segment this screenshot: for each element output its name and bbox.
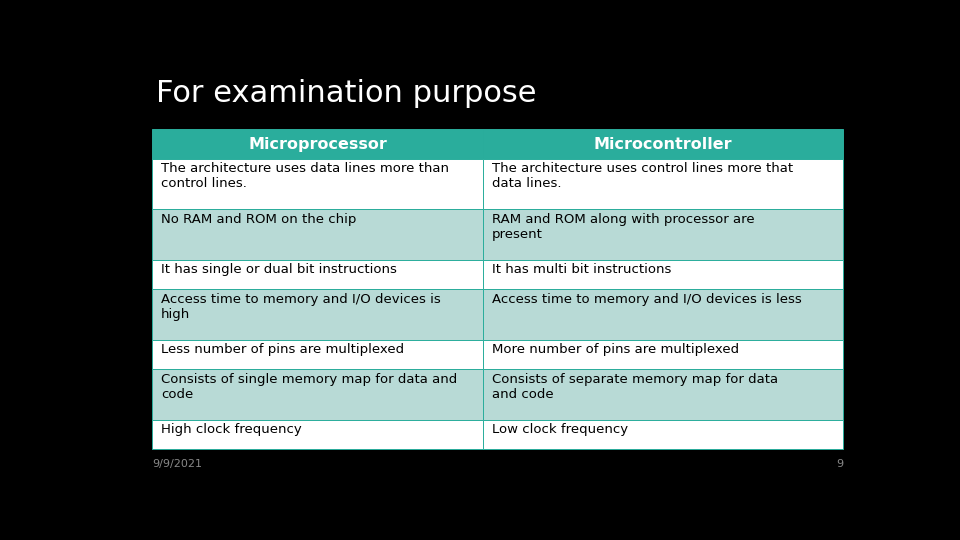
Text: It has single or dual bit instructions: It has single or dual bit instructions [161, 263, 396, 276]
Bar [152, 420, 483, 449]
Bar [152, 129, 483, 159]
Text: Consists of single memory map for data and
code: Consists of single memory map for data a… [161, 373, 457, 401]
Bar [483, 129, 843, 159]
Bar [152, 159, 483, 210]
Bar [483, 420, 843, 449]
Bar [483, 340, 843, 369]
Bar [152, 340, 483, 369]
Text: No RAM and ROM on the chip: No RAM and ROM on the chip [161, 213, 356, 226]
Text: For examination purpose: For examination purpose [156, 79, 537, 109]
Text: Access time to memory and I/O devices is less: Access time to memory and I/O devices is… [492, 293, 802, 306]
Bar [483, 210, 843, 260]
Text: It has multi bit instructions: It has multi bit instructions [492, 263, 671, 276]
Bar [483, 260, 843, 289]
Text: High clock frequency: High clock frequency [161, 423, 301, 436]
Bar [483, 159, 843, 210]
Text: RAM and ROM along with processor are
present: RAM and ROM along with processor are pre… [492, 213, 755, 241]
Text: Consists of separate memory map for data
and code: Consists of separate memory map for data… [492, 373, 779, 401]
Bar [152, 369, 483, 420]
Text: Less number of pins are multiplexed: Less number of pins are multiplexed [161, 343, 404, 356]
Bar [483, 369, 843, 420]
Text: 9/9/2021: 9/9/2021 [152, 459, 202, 469]
Text: Microprocessor: Microprocessor [248, 137, 387, 152]
Text: Microcontroller: Microcontroller [594, 137, 732, 152]
Text: More number of pins are multiplexed: More number of pins are multiplexed [492, 343, 739, 356]
Bar [152, 210, 483, 260]
Bar [483, 289, 843, 340]
Bar [152, 260, 483, 289]
Text: Low clock frequency: Low clock frequency [492, 423, 628, 436]
Text: The architecture uses data lines more than
control lines.: The architecture uses data lines more th… [161, 162, 449, 190]
Text: 9: 9 [836, 459, 843, 469]
Bar [152, 289, 483, 340]
Text: Access time to memory and I/O devices is
high: Access time to memory and I/O devices is… [161, 293, 441, 321]
Text: The architecture uses control lines more that
data lines.: The architecture uses control lines more… [492, 162, 793, 190]
